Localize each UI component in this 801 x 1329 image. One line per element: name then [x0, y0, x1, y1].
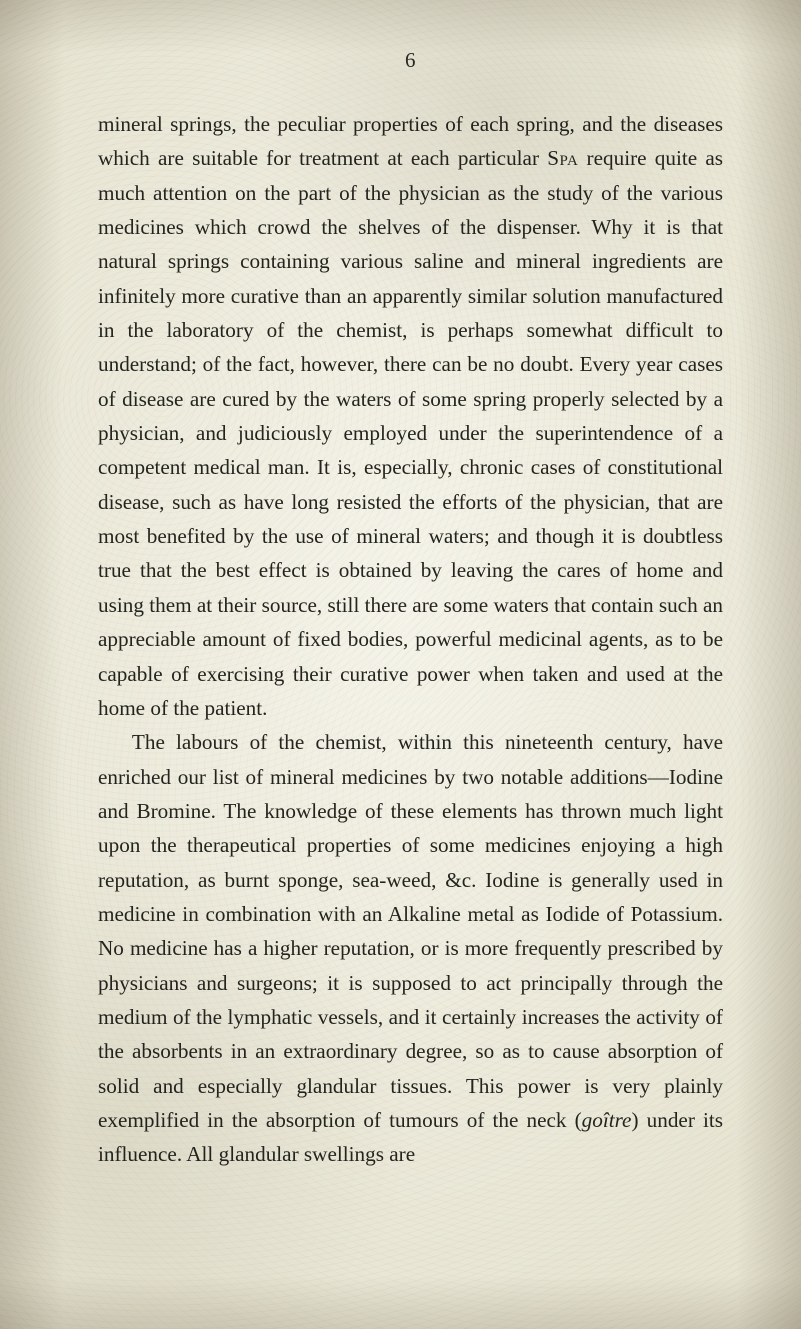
scanned-page: 6 mineral springs, the peculiar properti… [0, 0, 801, 1329]
paragraph-1: mineral springs, the peculiar properties… [98, 107, 723, 725]
page-number: 6 [98, 48, 723, 73]
body-text: mineral springs, the peculiar properties… [98, 107, 723, 1172]
paragraph-2: The labours of the chemist, within this … [98, 725, 723, 1171]
